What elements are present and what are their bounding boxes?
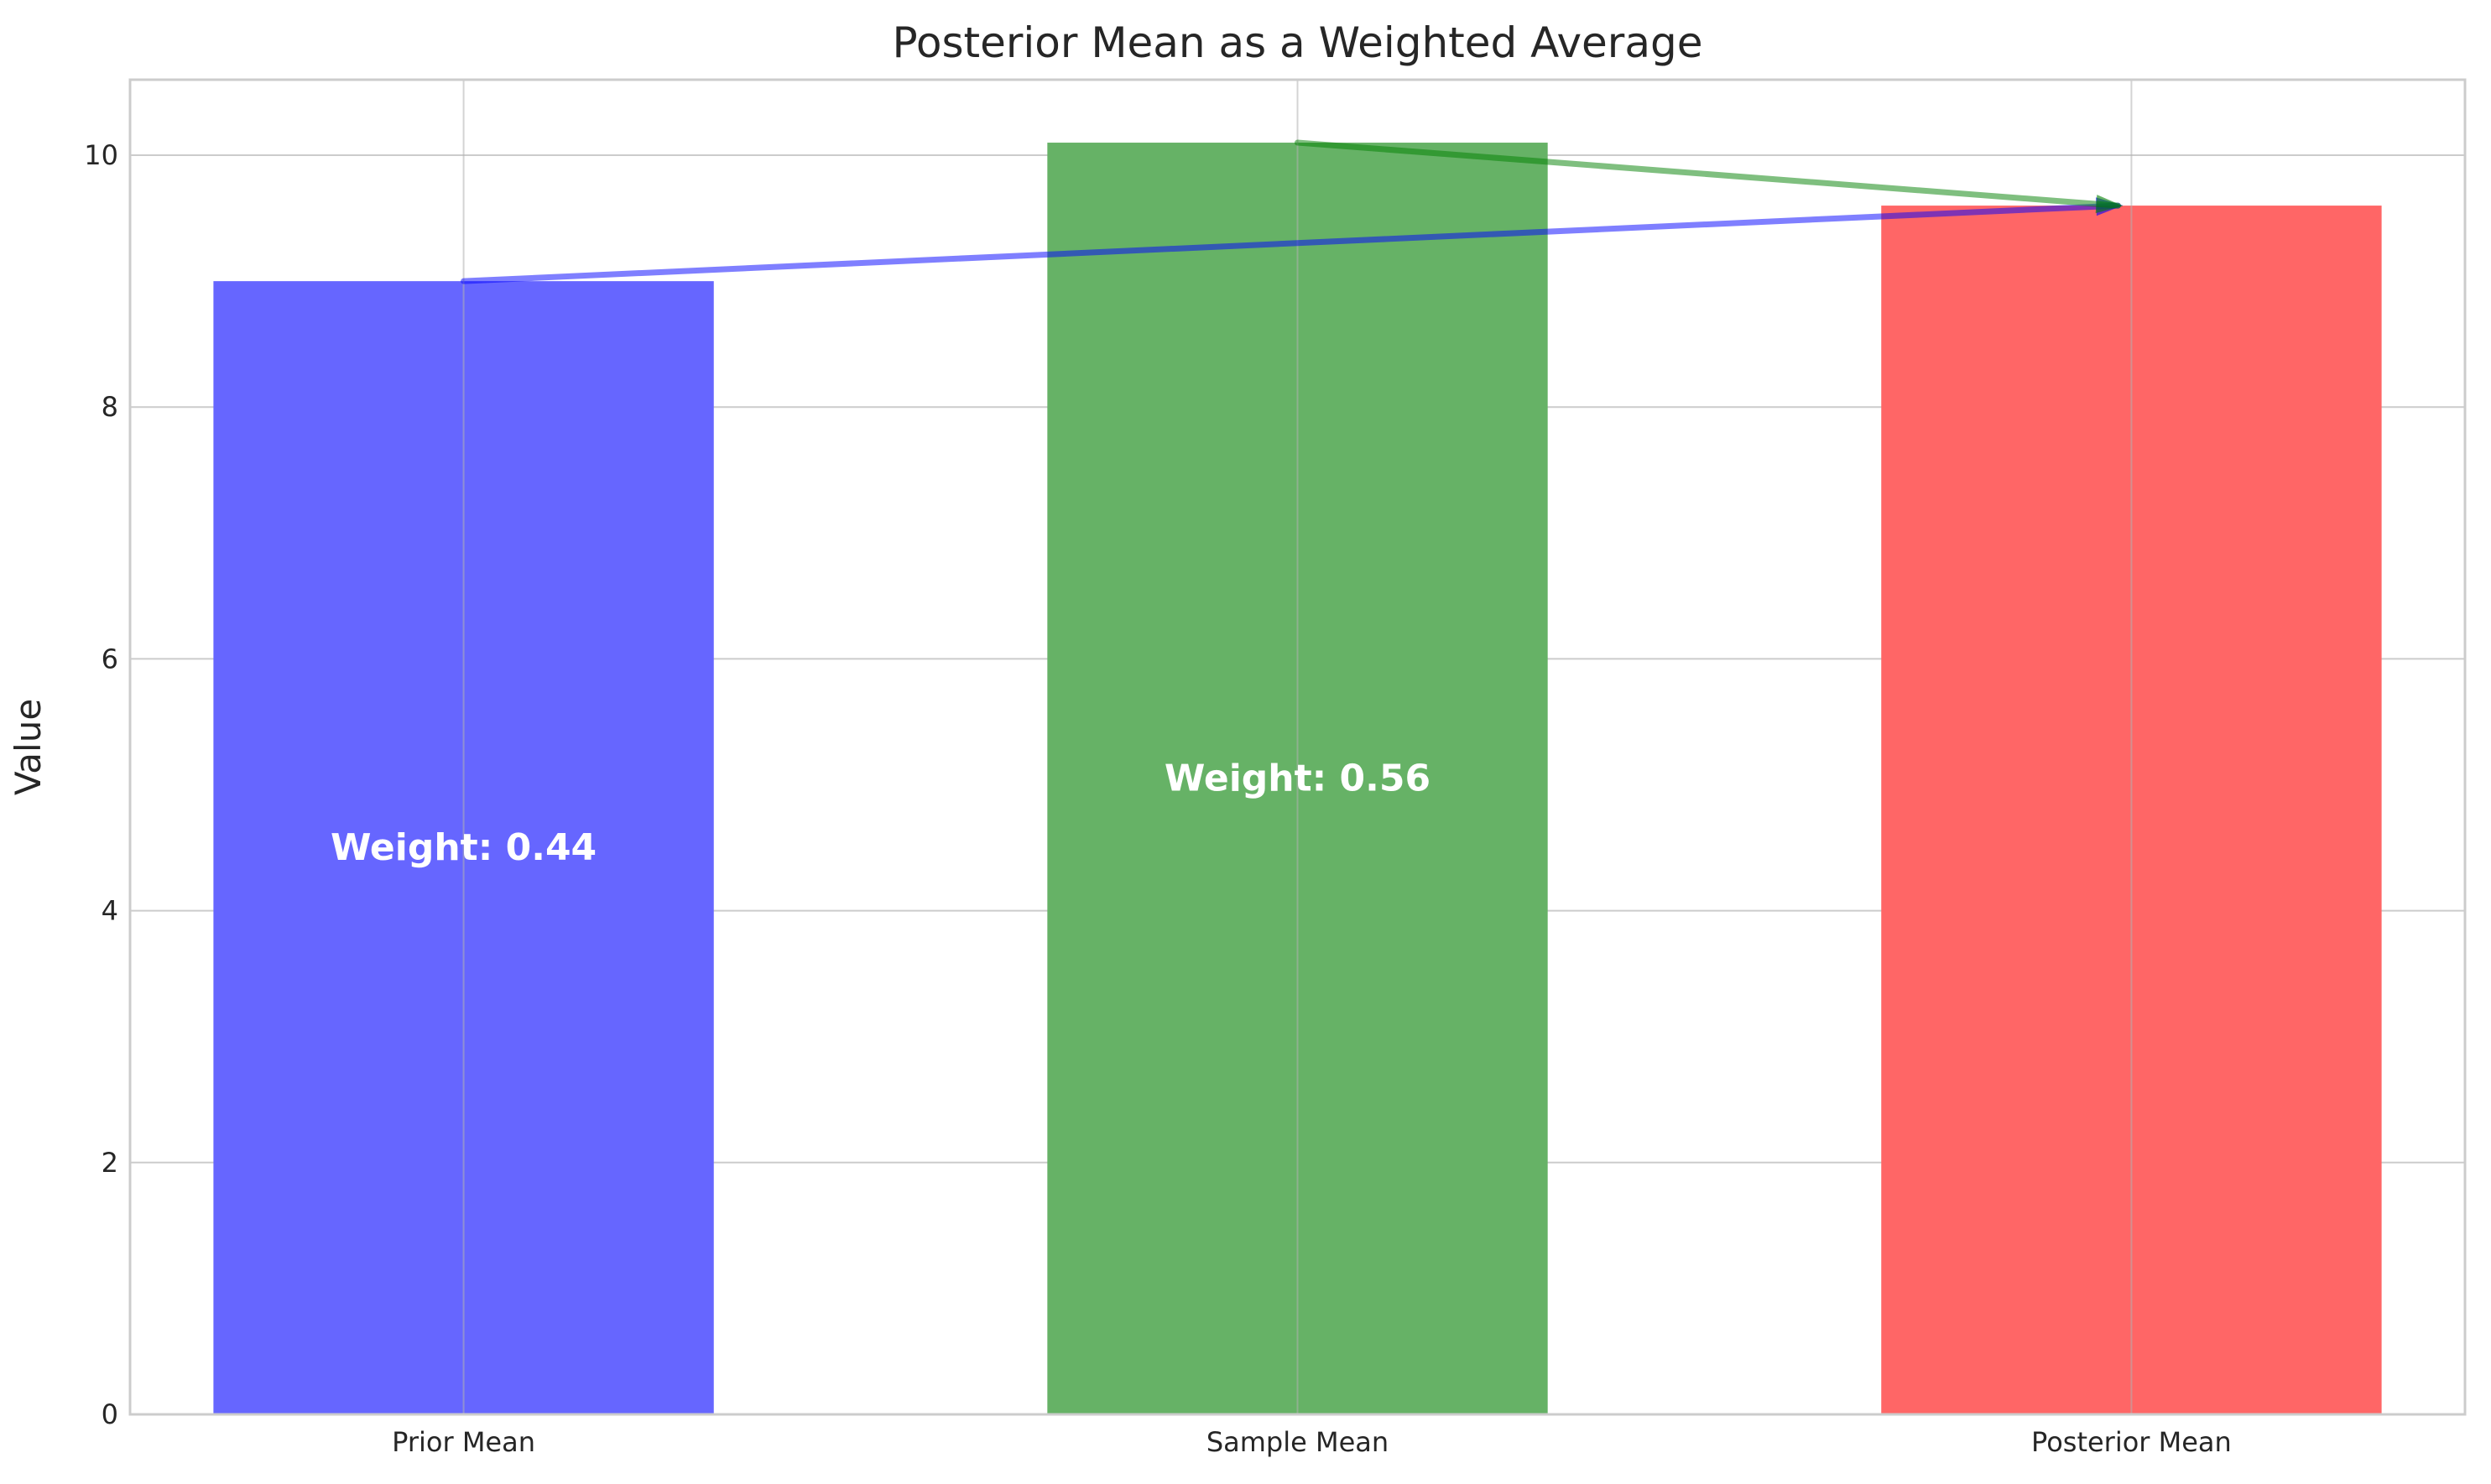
y-tick-label: 2 [102, 1147, 118, 1179]
y-tick-label: 10 [84, 139, 118, 171]
plot-frame [128, 78, 2467, 1416]
y-axis-label: Value [8, 699, 49, 795]
weight-arrows [461, 139, 2124, 284]
y-tick-labels: 0 2 4 6 8 10 [84, 139, 118, 1430]
y-tick-label: 8 [102, 391, 118, 423]
bar-annotations: Weight: 0.44 Weight: 0.56 [331, 758, 1431, 870]
y-tick-label: 6 [102, 643, 118, 674]
x-tick-label: Posterior Mean [2031, 1426, 2232, 1458]
y-tick-label: 4 [102, 895, 118, 927]
vertical-grid-lines [462, 80, 2133, 1414]
weight-annotation: Weight: 0.44 [331, 826, 597, 869]
arrow-shaft [1295, 139, 2121, 209]
arrow-head [2095, 195, 2124, 214]
x-tick-labels: Prior Mean Sample Mean Posterior Mean [392, 1426, 2232, 1458]
x-tick-label: Sample Mean [1206, 1426, 1389, 1458]
x-tick-label: Prior Mean [392, 1426, 535, 1458]
y-tick-label: 0 [102, 1398, 118, 1430]
arrow-shaft [461, 202, 2121, 284]
weight-annotation: Weight: 0.56 [1165, 758, 1431, 800]
chart-title: Posterior Mean as a Weighted Average [892, 18, 1702, 67]
